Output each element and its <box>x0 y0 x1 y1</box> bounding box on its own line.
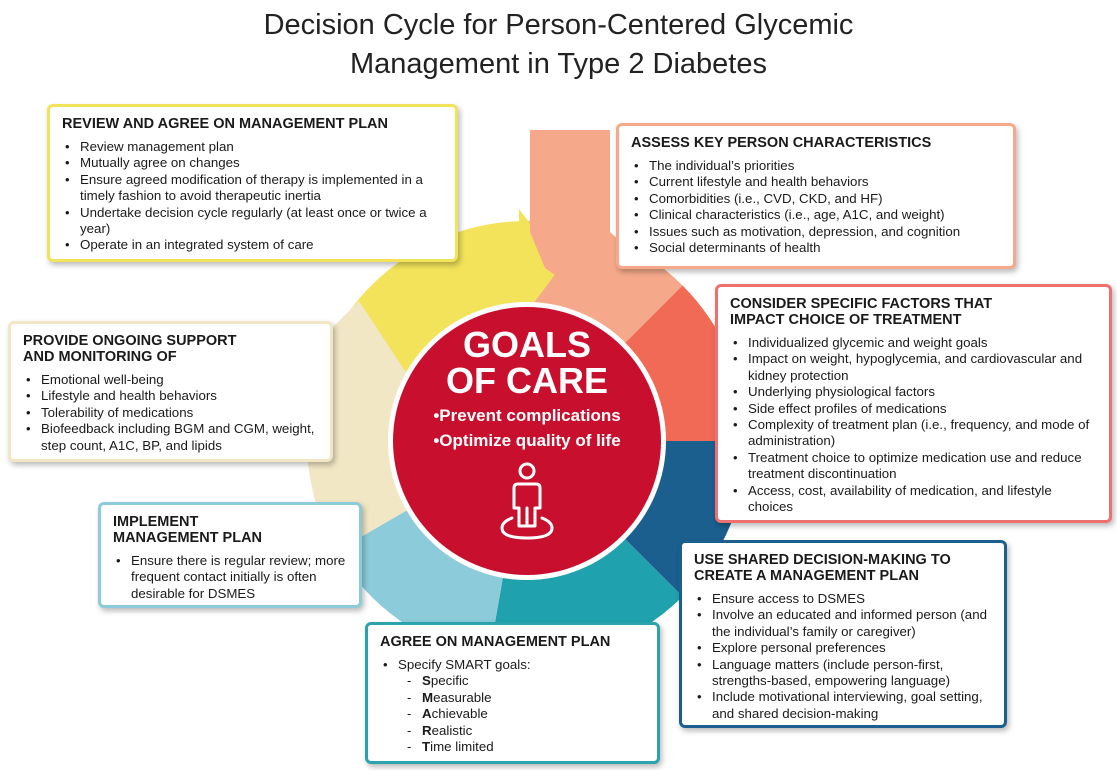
step-agree-list: Specify SMART goals: <box>380 657 647 673</box>
list-item: Comorbidities (i.e., CVD, CKD, and HF) <box>649 191 1003 207</box>
smart-item: Measurable <box>422 690 647 706</box>
heading-line-1: IMPLEMENT <box>113 514 349 530</box>
step-shared-heading: USE SHARED DECISION-MAKING TO CREATE A M… <box>694 552 994 584</box>
list-item: Language matters (include person-first, … <box>712 657 994 690</box>
list-item: Explore personal preferences <box>712 640 994 656</box>
step-assess-list: The individual’s priorities Current life… <box>631 158 1003 256</box>
heading-line-1: USE SHARED DECISION-MAKING TO <box>694 552 994 568</box>
step-shared-box: USE SHARED DECISION-MAKING TO CREATE A M… <box>679 540 1007 728</box>
step-consider-list: Individualized glycemic and weight goals… <box>730 335 1099 515</box>
person-standing-icon <box>500 462 554 544</box>
list-item: Specify SMART goals: <box>398 657 647 673</box>
step-agree-box: AGREE ON MANAGEMENT PLAN Specify SMART g… <box>365 622 660 764</box>
list-item: Tolerability of medications <box>41 405 320 421</box>
list-item: Review management plan <box>80 139 445 155</box>
heading-line-1: PROVIDE ONGOING SUPPORT <box>23 333 320 349</box>
list-item: Involve an educated and informed person … <box>712 607 994 640</box>
step-implement-heading: IMPLEMENT MANAGEMENT PLAN <box>113 514 349 546</box>
step-support-box: PROVIDE ONGOING SUPPORT AND MONITORING O… <box>8 321 333 462</box>
list-item: Social determinants of health <box>649 240 1003 256</box>
list-item: Operate in an integrated system of care <box>80 237 445 253</box>
list-item: Mutually agree on changes <box>80 155 445 171</box>
list-item: The individual’s priorities <box>649 158 1003 174</box>
list-item: Biofeedback including BGM and CGM, weigh… <box>41 421 320 454</box>
list-item: Undertake decision cycle regularly (at l… <box>80 205 445 238</box>
step-review-box: REVIEW AND AGREE ON MANAGEMENT PLAN Revi… <box>47 104 458 262</box>
step-implement-list: Ensure there is regular review; more fre… <box>113 553 349 602</box>
list-item: Treatment choice to optimize medication … <box>748 450 1099 483</box>
goal-item: Prevent complications <box>393 403 661 428</box>
heading-line-2: MANAGEMENT PLAN <box>113 530 349 546</box>
smart-item: Achievable <box>422 706 647 722</box>
list-item: Ensure agreed modification of therapy is… <box>80 172 445 205</box>
list-item: Clinical characteristics (i.e., age, A1C… <box>649 207 1003 223</box>
step-support-list: Emotional well-being Lifestyle and healt… <box>23 372 320 454</box>
list-item: Include motivational interviewing, goal … <box>712 689 994 722</box>
step-review-heading: REVIEW AND AGREE ON MANAGEMENT PLAN <box>62 116 445 132</box>
goals-bullets: Prevent complications Optimize quality o… <box>393 403 661 453</box>
step-consider-heading: CONSIDER SPECIFIC FACTORS THAT IMPACT CH… <box>730 296 1099 328</box>
list-item: Individualized glycemic and weight goals <box>748 335 1099 351</box>
goals-heading: GOALS OF CARE <box>393 327 661 399</box>
step-agree-heading: AGREE ON MANAGEMENT PLAN <box>380 634 647 650</box>
list-item: Ensure there is regular review; more fre… <box>131 553 349 602</box>
list-item: Impact on weight, hypoglycemia, and card… <box>748 351 1099 384</box>
list-item: Underlying physiological factors <box>748 384 1099 400</box>
heading-line-1: CONSIDER SPECIFIC FACTORS THAT <box>730 296 1099 312</box>
goal-item: Optimize quality of life <box>393 428 661 453</box>
goals-heading-line-1: GOALS <box>393 327 661 363</box>
step-consider-box: CONSIDER SPECIFIC FACTORS THAT IMPACT CH… <box>715 284 1112 523</box>
step-assess-box: ASSESS KEY PERSON CHARACTERISTICS The in… <box>616 123 1016 269</box>
list-item: Access, cost, availability of medication… <box>748 483 1099 516</box>
list-item: Ensure access to DSMES <box>712 591 994 607</box>
goals-of-care-circle: GOALS OF CARE Prevent complications Opti… <box>393 307 661 575</box>
heading-line-2: CREATE A MANAGEMENT PLAN <box>694 568 994 584</box>
step-review-list: Review management plan Mutually agree on… <box>62 139 445 254</box>
smart-goals-list: Specific Measurable Achievable Realistic… <box>400 673 647 755</box>
list-item: Complexity of treatment plan (i.e., freq… <box>748 417 1099 450</box>
step-implement-box: IMPLEMENT MANAGEMENT PLAN Ensure there i… <box>98 502 362 608</box>
step-support-heading: PROVIDE ONGOING SUPPORT AND MONITORING O… <box>23 333 320 365</box>
step-assess-heading: ASSESS KEY PERSON CHARACTERISTICS <box>631 135 1003 151</box>
smart-item: Specific <box>422 673 647 689</box>
goals-heading-line-2: OF CARE <box>393 363 661 399</box>
list-item: Issues such as motivation, depression, a… <box>649 224 1003 240</box>
heading-line-2: AND MONITORING OF <box>23 349 320 365</box>
list-item: Lifestyle and health behaviors <box>41 388 320 404</box>
smart-item: Realistic <box>422 723 647 739</box>
list-item: Emotional well-being <box>41 372 320 388</box>
list-item: Current lifestyle and health behaviors <box>649 174 1003 190</box>
heading-line-2: IMPACT CHOICE OF TREATMENT <box>730 312 1099 328</box>
smart-item: Time limited <box>422 739 647 755</box>
step-shared-list: Ensure access to DSMES Involve an educat… <box>694 591 994 722</box>
list-item: Side effect profiles of medications <box>748 401 1099 417</box>
